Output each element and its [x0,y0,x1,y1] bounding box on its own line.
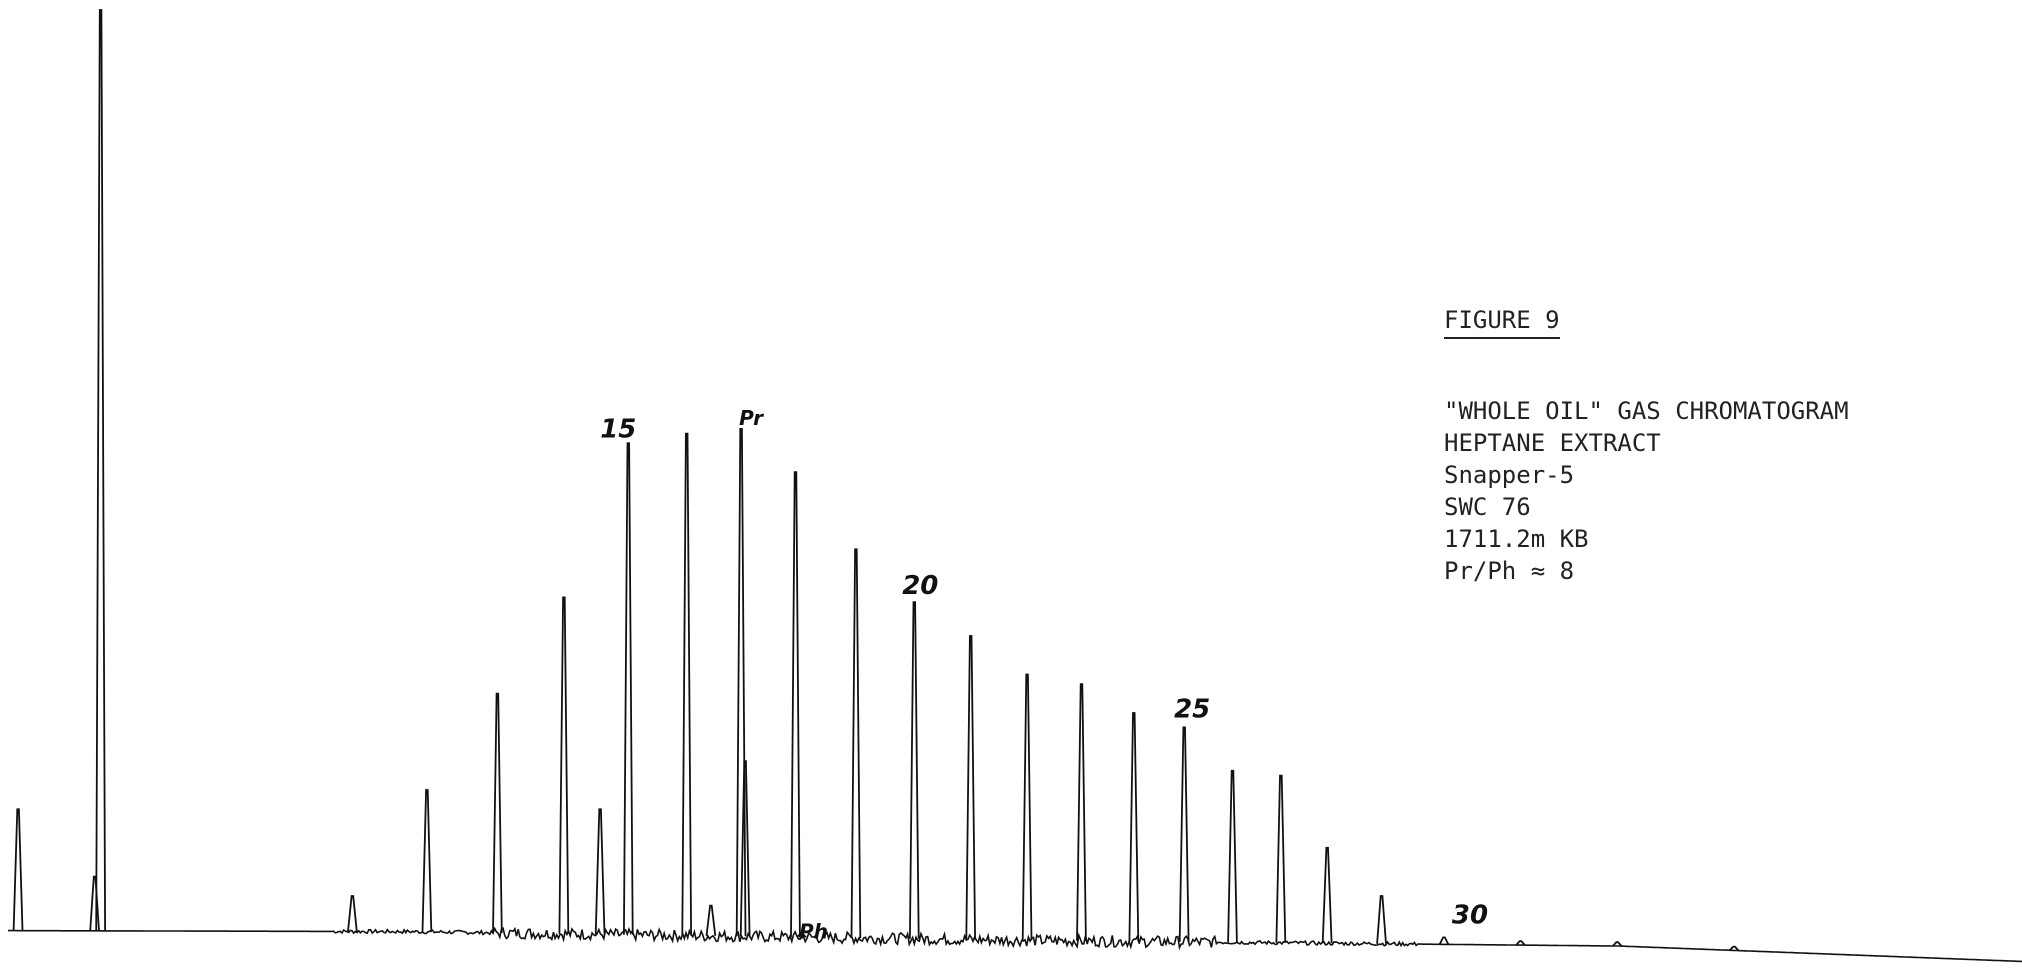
peak-0 [12,808,24,931]
caption-line-well: Snapper-5 [1444,461,1575,489]
caption-line-depth: 1711.2m KB [1444,525,1589,553]
peak-4 [421,789,433,932]
peak-22 [1227,769,1238,943]
peak-20 [1128,712,1140,942]
peak-19 [1076,683,1087,941]
peak-20 [909,601,920,939]
peak-label-25: 25 [1174,694,1210,724]
peak-13 [790,471,801,938]
peak-label-30: 30 [1452,900,1488,930]
peak-2 [89,875,100,931]
peak-label-pr: Pr [739,406,764,430]
peak-27 [1515,940,1526,946]
peak-6 [558,596,570,934]
baseline-trace [8,926,2022,963]
peak-15 [850,548,862,939]
peak-3 [347,895,358,932]
peak-15 [623,442,634,935]
peak-9 [681,432,692,936]
peak-11 [739,760,751,937]
peak-24 [1321,846,1333,944]
peak-23 [1275,774,1287,943]
peak-label-ph: Ph [799,920,828,944]
caption-line-extract: HEPTANE EXTRACT [1444,429,1661,457]
peak-28 [1612,941,1623,947]
peak-ph [796,932,807,938]
peak-5 [492,692,503,933]
peak-25 [1376,895,1387,944]
peak-markers [12,9,1740,952]
peak-pr [735,428,747,937]
caption-line-ratio: Pr/Ph ≈ 8 [1444,557,1575,585]
caption-line-title: "WHOLE OIL" GAS CHROMATOGRAM [1444,397,1849,425]
peak-17 [965,635,976,940]
peak-25 [1178,726,1190,942]
peak-12 [705,904,717,937]
peak-label-15: 15 [600,414,636,444]
peak-29 [1728,945,1740,952]
peak-30 [1438,936,1450,945]
peak-label-20: 20 [902,571,938,601]
peak-labels: 15 Pr Ph 20 25 30 [600,406,1488,944]
peak-7 [594,808,606,935]
peak-1 [95,9,106,931]
figure-caption: FIGURE 9 "WHOLE OIL" GAS CHROMATOGRAM HE… [1444,304,1849,587]
peak-18 [1021,673,1033,941]
figure-label: FIGURE 9 [1444,304,1560,339]
caption-line-sample: SWC 76 [1444,493,1531,521]
chromatogram-trace [8,926,2022,963]
